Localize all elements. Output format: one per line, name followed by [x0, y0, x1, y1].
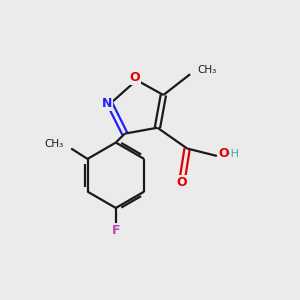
- Text: CH₃: CH₃: [198, 65, 217, 75]
- Text: O: O: [176, 176, 187, 189]
- Text: N: N: [102, 98, 112, 110]
- Text: ·H: ·H: [228, 148, 240, 159]
- Text: O: O: [218, 147, 229, 160]
- Text: O: O: [129, 71, 140, 84]
- Text: F: F: [112, 224, 120, 237]
- Text: CH₃: CH₃: [44, 139, 64, 149]
